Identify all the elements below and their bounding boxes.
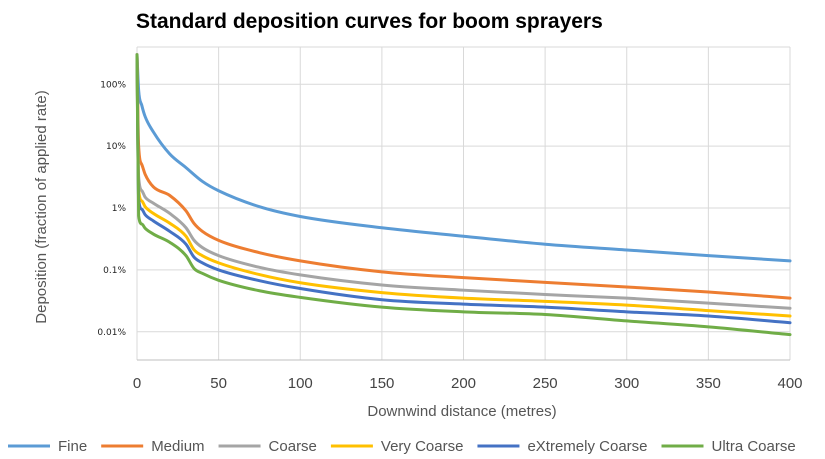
y-tick-label: 10% — [106, 142, 126, 152]
y-tick-label: 100% — [100, 80, 126, 90]
x-tick-labels: 0 50 100 150 200 250 300 350 400 — [133, 375, 803, 392]
y-tick-label: 0.1% — [103, 266, 126, 276]
legend-label-fine: Fine — [58, 438, 87, 455]
series-line-very-coarse — [135, 53, 792, 318]
series-line-medium — [135, 53, 792, 300]
legend: Fine Medium Coarse Very Coarse eXtremely Coa… — [8, 438, 796, 455]
x-tick-label: 400 — [777, 375, 802, 392]
y-tick-label: 0.01% — [97, 328, 126, 338]
y-axis-label: Deposition (fraction of applied rate) — [33, 90, 50, 323]
x-tick-label: 50 — [210, 375, 227, 392]
legend-label-extremely-coarse: eXtremely Coarse — [527, 438, 647, 455]
x-tick-label: 250 — [533, 375, 558, 392]
y-tick-label: 1% — [112, 204, 127, 214]
legend-label-ultra-coarse: Ultra Coarse — [712, 438, 796, 455]
y-tick-labels: 100% 10% 1% 0.1% 0.01% — [97, 80, 126, 338]
x-tick-label: 0 — [133, 375, 141, 392]
x-tick-label: 300 — [614, 375, 639, 392]
series-line-coarse — [135, 53, 792, 310]
x-tick-label: 150 — [369, 375, 394, 392]
series-line-extremely-coarse — [135, 53, 792, 325]
legend-label-very-coarse: Very Coarse — [381, 438, 464, 455]
x-tick-label: 100 — [288, 375, 313, 392]
legend-label-coarse: Coarse — [269, 438, 317, 455]
legend-label-medium: Medium — [151, 438, 204, 455]
chart-title: Standard deposition curves for boom spra… — [136, 10, 603, 33]
series-lines — [135, 53, 792, 337]
series-line-ultra-coarse — [135, 53, 792, 337]
x-axis-label: Downwind distance (metres) — [367, 403, 556, 420]
x-tick-label: 350 — [696, 375, 721, 392]
series-line-fine — [135, 53, 792, 263]
x-tick-label: 200 — [451, 375, 476, 392]
